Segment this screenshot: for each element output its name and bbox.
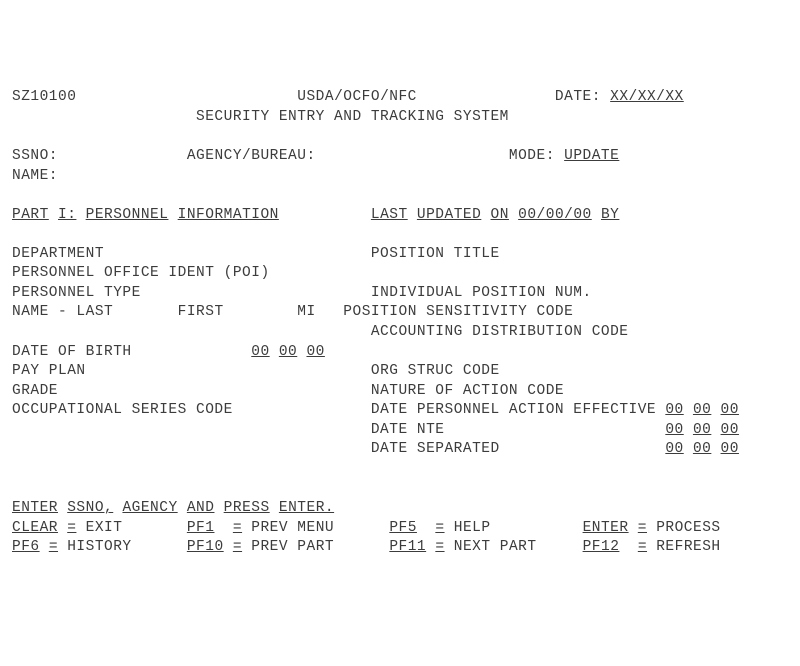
eq-pf1: = bbox=[233, 520, 242, 536]
dob-value-1[interactable]: 00 bbox=[251, 344, 269, 360]
pos-sens-label: POSITION SENSITIVITY CODE bbox=[343, 304, 573, 320]
dpae-label: DATE PERSONNEL ACTION EFFECTIVE bbox=[371, 402, 656, 418]
dnte-v2[interactable]: 00 bbox=[693, 422, 711, 438]
org-struc-label: ORG STRUC CODE bbox=[371, 363, 500, 379]
app-title: SECURITY ENTRY AND TRACKING SYSTEM bbox=[196, 109, 509, 125]
last-updated-c: ON bbox=[491, 207, 509, 223]
pf11-key[interactable]: PF11 bbox=[389, 539, 426, 555]
pf1-text: PREV MENU bbox=[251, 520, 334, 536]
eq-clear: = bbox=[67, 520, 76, 536]
prompt-b: SSNO, bbox=[67, 500, 113, 516]
header-org: USDA/OCFO/NFC bbox=[297, 89, 417, 105]
name-label: NAME: bbox=[12, 168, 58, 184]
eq-pf12: = bbox=[638, 539, 647, 555]
dpae-v1[interactable]: 00 bbox=[665, 402, 683, 418]
agency-label: AGENCY/BUREAU: bbox=[187, 148, 316, 164]
mode-label: MODE: bbox=[509, 148, 555, 164]
date-value: XX/XX/XX bbox=[610, 89, 684, 105]
dsep-v2[interactable]: 00 bbox=[693, 441, 711, 457]
occ-label: OCCUPATIONAL SERIES CODE bbox=[12, 402, 233, 418]
nature-label: NATURE OF ACTION CODE bbox=[371, 383, 564, 399]
grade-label: GRADE bbox=[12, 383, 58, 399]
date-label: DATE: bbox=[555, 89, 601, 105]
name-last-label: NAME - LAST bbox=[12, 304, 113, 320]
prompt-c: AGENCY bbox=[122, 500, 177, 516]
dsep-v3[interactable]: 00 bbox=[721, 441, 739, 457]
enter-key[interactable]: ENTER bbox=[583, 520, 629, 536]
pf5-key[interactable]: PF5 bbox=[389, 520, 417, 536]
section-part: PART bbox=[12, 207, 49, 223]
dob-value-2[interactable]: 00 bbox=[279, 344, 297, 360]
ssno-label: SSNO: bbox=[12, 148, 58, 164]
prompt-a: ENTER bbox=[12, 500, 58, 516]
pf1-key[interactable]: PF1 bbox=[187, 520, 215, 536]
personnel-type-label: PERSONNEL TYPE bbox=[12, 285, 141, 301]
clear-key[interactable]: CLEAR bbox=[12, 520, 58, 536]
pf5-text: HELP bbox=[454, 520, 491, 536]
last-updated-by: BY bbox=[601, 207, 619, 223]
section-name-a: PERSONNEL bbox=[86, 207, 169, 223]
dnte-label: DATE NTE bbox=[371, 422, 445, 438]
dob-label: DATE OF BIRTH bbox=[12, 344, 132, 360]
clear-text: EXIT bbox=[86, 520, 123, 536]
eq-pf11: = bbox=[435, 539, 444, 555]
pf12-key[interactable]: PF12 bbox=[583, 539, 620, 555]
terminal-screen: SZ10100 USDA/OCFO/NFC DATE: XX/XX/XX SEC… bbox=[12, 88, 788, 558]
pf10-key[interactable]: PF10 bbox=[187, 539, 224, 555]
dnte-v1[interactable]: 00 bbox=[665, 422, 683, 438]
last-updated-date: 00/00/00 bbox=[518, 207, 592, 223]
dpae-v3[interactable]: 00 bbox=[721, 402, 739, 418]
last-updated-a: LAST bbox=[371, 207, 408, 223]
ind-pos-num-label: INDIVIDUAL POSITION NUM. bbox=[371, 285, 592, 301]
dnte-v3[interactable]: 00 bbox=[721, 422, 739, 438]
pf6-text: HISTORY bbox=[67, 539, 131, 555]
enter-text: PROCESS bbox=[656, 520, 720, 536]
dsep-v1[interactable]: 00 bbox=[665, 441, 683, 457]
pf12-text: REFRESH bbox=[656, 539, 720, 555]
pf10-text: PREV PART bbox=[251, 539, 334, 555]
poi-label: PERSONNEL OFFICE IDENT (POI) bbox=[12, 265, 270, 281]
mode-value[interactable]: UPDATE bbox=[564, 148, 619, 164]
prompt-f: ENTER. bbox=[279, 500, 334, 516]
name-first-label: FIRST bbox=[178, 304, 224, 320]
eq-enter: = bbox=[638, 520, 647, 536]
department-label: DEPARTMENT bbox=[12, 246, 104, 262]
prompt-d: AND bbox=[187, 500, 215, 516]
section-part-num: I: bbox=[58, 207, 76, 223]
screen-id: SZ10100 bbox=[12, 89, 76, 105]
prompt-e: PRESS bbox=[224, 500, 270, 516]
eq-pf10: = bbox=[233, 539, 242, 555]
dob-value-3[interactable]: 00 bbox=[306, 344, 324, 360]
pay-plan-label: PAY PLAN bbox=[12, 363, 86, 379]
eq-pf6: = bbox=[49, 539, 58, 555]
acct-dist-label: ACCOUNTING DISTRIBUTION CODE bbox=[371, 324, 629, 340]
eq-pf5: = bbox=[435, 520, 444, 536]
pf11-text: NEXT PART bbox=[454, 539, 537, 555]
position-title-label: POSITION TITLE bbox=[371, 246, 500, 262]
dpae-v2[interactable]: 00 bbox=[693, 402, 711, 418]
section-name-b: INFORMATION bbox=[178, 207, 279, 223]
last-updated-b: UPDATED bbox=[417, 207, 481, 223]
name-mi-label: MI bbox=[297, 304, 315, 320]
pf6-key[interactable]: PF6 bbox=[12, 539, 40, 555]
dsep-label: DATE SEPARATED bbox=[371, 441, 500, 457]
